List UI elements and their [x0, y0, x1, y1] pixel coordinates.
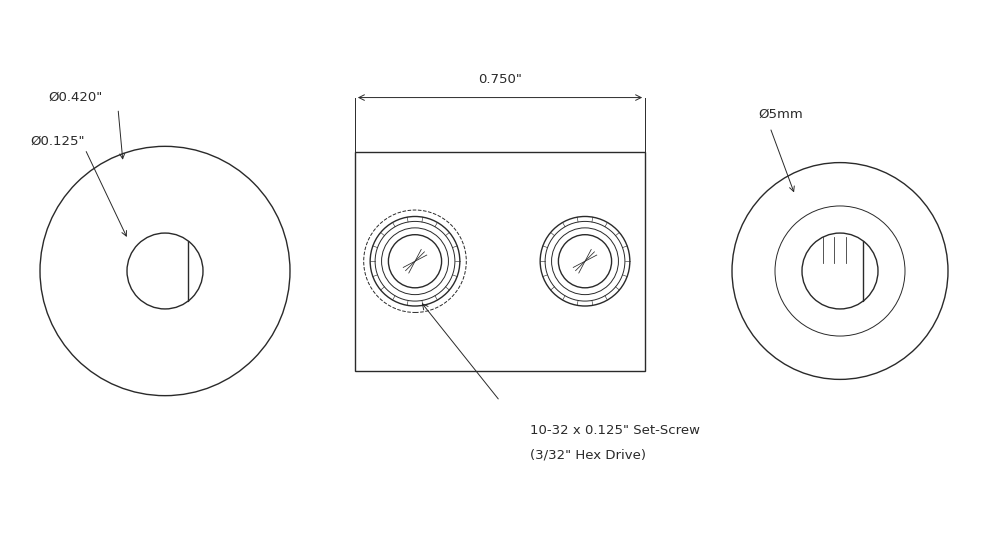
Bar [355, 152, 645, 371]
Text: Ø0.125": Ø0.125" [30, 134, 84, 147]
Text: 0.750": 0.750" [478, 73, 522, 86]
Text: (3/32" Hex Drive): (3/32" Hex Drive) [530, 449, 646, 462]
Text: Ø0.420": Ø0.420" [48, 91, 102, 104]
Text: Ø5mm: Ø5mm [758, 107, 803, 120]
Ellipse shape [127, 233, 203, 309]
Text: 10-32 x 0.125" Set-Screw: 10-32 x 0.125" Set-Screw [530, 424, 700, 437]
Ellipse shape [802, 233, 878, 309]
Ellipse shape [558, 235, 612, 288]
Ellipse shape [388, 235, 442, 288]
